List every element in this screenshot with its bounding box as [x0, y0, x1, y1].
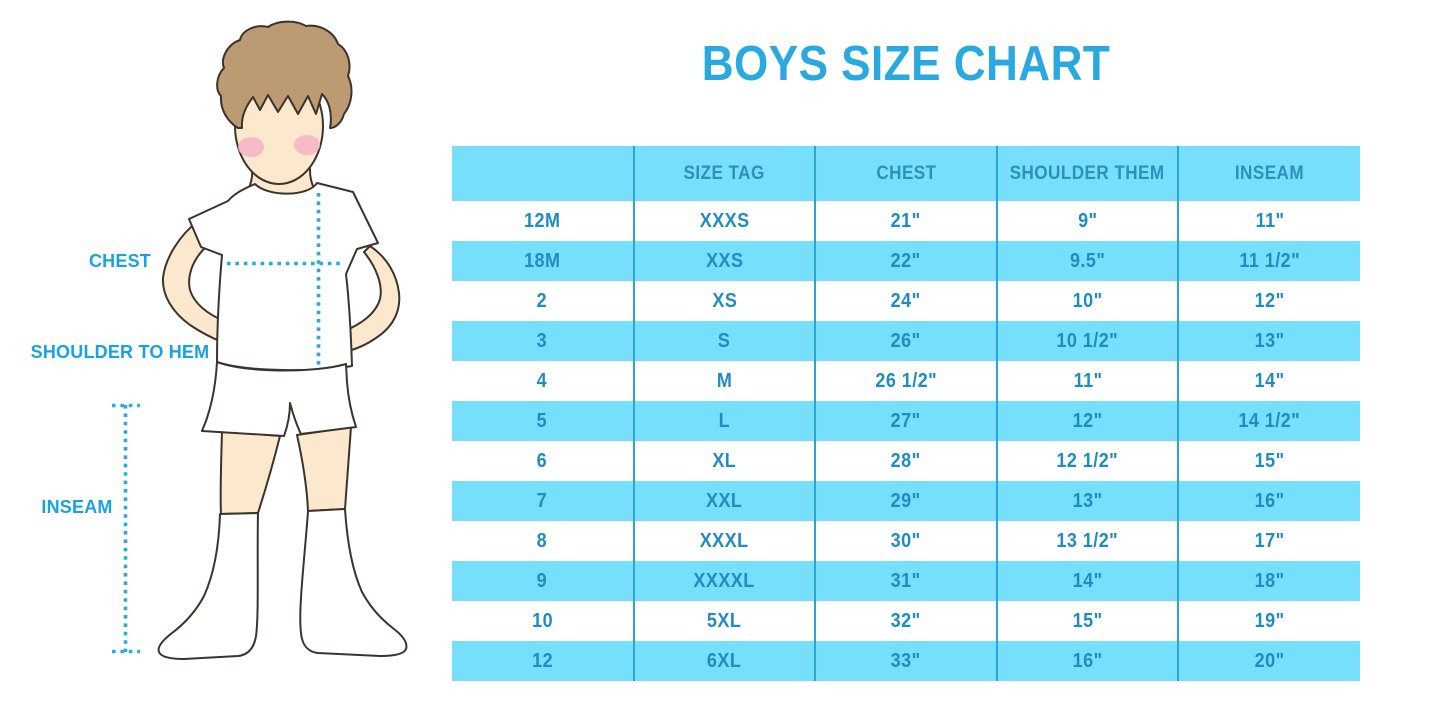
table-row: 12 6XL 33" 16" 20": [452, 641, 1360, 681]
table-cell: 24": [814, 281, 997, 321]
table-cell: 14 1/2": [1177, 401, 1360, 441]
boy-left-leg: [219, 430, 281, 515]
table-cell: 18": [1177, 561, 1360, 601]
boy-blush-right: [294, 135, 320, 155]
boy-right-leg: [296, 426, 352, 512]
table-cell: 12M: [524, 209, 561, 232]
table-cell: 22": [814, 241, 997, 281]
table-cell: 10: [531, 609, 553, 632]
table-cell: 2: [537, 289, 548, 312]
table-cell: XS: [632, 281, 816, 321]
table-cell: 27": [814, 401, 997, 441]
table-cell: 15": [1177, 441, 1360, 481]
table-cell: XXL: [632, 481, 816, 521]
table-row: 2 XS 24" 10" 12": [452, 281, 1360, 321]
table-cell: 14": [995, 561, 1179, 601]
page-title: BOYS SIZE CHART: [452, 36, 1360, 92]
table-cell: 11": [1177, 201, 1360, 241]
table-cell: 31": [814, 561, 997, 601]
column-header: INSEAM: [1177, 146, 1360, 201]
page-title-text: BOYS SIZE CHART: [701, 37, 1111, 91]
column-header: CHEST: [814, 146, 997, 201]
table-cell: XXS: [632, 241, 816, 281]
size-table: SIZE TAG CHEST SHOULDER THEM INSEAM 12M XXXS…: [452, 146, 1360, 681]
table-cell: 11 1/2": [1177, 241, 1360, 281]
table-cell: 5XL: [632, 601, 816, 641]
table-cell: XXXS: [632, 201, 816, 241]
table-cell: 9.5": [995, 241, 1179, 281]
table-cell: 16": [1177, 481, 1360, 521]
table-cell: 32": [814, 601, 997, 641]
table-cell: 21": [814, 201, 997, 241]
table-cell: 13": [995, 481, 1179, 521]
chest-label: CHEST: [88, 251, 151, 271]
table-cell: 3: [452, 321, 634, 361]
table-cell: 18M: [452, 241, 634, 281]
table-cell: 10 1/2": [995, 321, 1179, 361]
boy-right-arm: [343, 245, 401, 352]
table-cell: 5: [452, 401, 634, 441]
table-row: 8 XXXL 30" 13 1/2" 17": [452, 521, 1360, 561]
table-cell: XXXXL: [632, 561, 816, 601]
table-header-row: SIZE TAG CHEST SHOULDER THEM INSEAM: [452, 146, 1360, 201]
boy-right-sock: [299, 508, 408, 657]
table-cell: 26 1/2": [814, 361, 997, 401]
table-cell: M: [632, 361, 816, 401]
table-cell: 9": [995, 201, 1179, 241]
table-cell: S: [632, 321, 816, 361]
measurement-lines: [112, 193, 344, 654]
table-cell: 6XL: [632, 641, 816, 681]
table-cell: XL: [632, 441, 816, 481]
table-cell: 12": [995, 401, 1179, 441]
table-cell: 12": [1177, 281, 1360, 321]
table-row: 9 XXXXL 31" 14" 18": [452, 561, 1360, 601]
table-cell: 28": [814, 441, 997, 481]
table-cell: 7: [452, 481, 634, 521]
boy-figure-illustration: [112, 20, 408, 660]
table-cell: 12 1/2": [995, 441, 1179, 481]
table-cell: 17": [1177, 521, 1360, 561]
table-row: 4 M 26 1/2" 11" 14": [452, 361, 1360, 401]
boy-left-arm: [161, 221, 227, 343]
table-cell: 10": [995, 281, 1179, 321]
table-cell: 6: [537, 449, 548, 472]
table-row: 3 S 26" 10 1/2" 13": [452, 321, 1360, 361]
inseam-label: INSEAM: [41, 497, 113, 517]
table-cell: 15": [995, 601, 1179, 641]
table-cell: XXXL: [632, 521, 816, 561]
table-cell: 9: [452, 561, 634, 601]
size-table-head: SIZE TAG CHEST SHOULDER THEM INSEAM: [452, 146, 1360, 201]
boy-hair: [216, 20, 353, 129]
table-cell: 11": [995, 361, 1179, 401]
table-cell: 12: [452, 641, 634, 681]
column-header: [452, 146, 634, 201]
table-row: 5 L 27" 12" 14 1/2": [452, 401, 1360, 441]
table-row: 12M XXXS 21" 9" 11": [452, 201, 1360, 241]
table-cell: 14": [1177, 361, 1360, 401]
table-cell: 13": [1177, 321, 1360, 361]
table-cell: L: [632, 401, 816, 441]
table-cell: 30": [814, 521, 997, 561]
boy-left-sock: [157, 512, 259, 660]
column-header: SHOULDER THEM: [995, 146, 1179, 201]
table-cell: 13 1/2": [995, 521, 1179, 561]
table-cell: 16": [995, 641, 1179, 681]
boy-shorts: [201, 361, 357, 437]
table-cell: 19": [1177, 601, 1360, 641]
column-header: SIZE TAG: [632, 146, 816, 201]
table-cell: 33": [814, 641, 997, 681]
boy-blush-left: [238, 137, 264, 157]
table-cell: 26": [814, 321, 997, 361]
table-cell: 29": [814, 481, 997, 521]
table-row: 6 XL 28" 12 1/2" 15": [452, 441, 1360, 481]
table-row: 18M XXS 22" 9.5" 11 1/2": [452, 241, 1360, 281]
size-table-body: 12M XXXS 21" 9" 11" 18M XXS 22" 9.5" 11 1/2" 2 XS 24…: [452, 201, 1360, 681]
table-row: 10 5XL 32" 15" 19": [452, 601, 1360, 641]
table-cell: 8: [537, 529, 548, 552]
table-cell: 20": [1177, 641, 1360, 681]
shoulder-to-hem-label: SHOULDER TO HEM: [30, 342, 210, 362]
table-cell: 4: [537, 369, 548, 392]
table-row: 7 XXL 29" 13" 16": [452, 481, 1360, 521]
